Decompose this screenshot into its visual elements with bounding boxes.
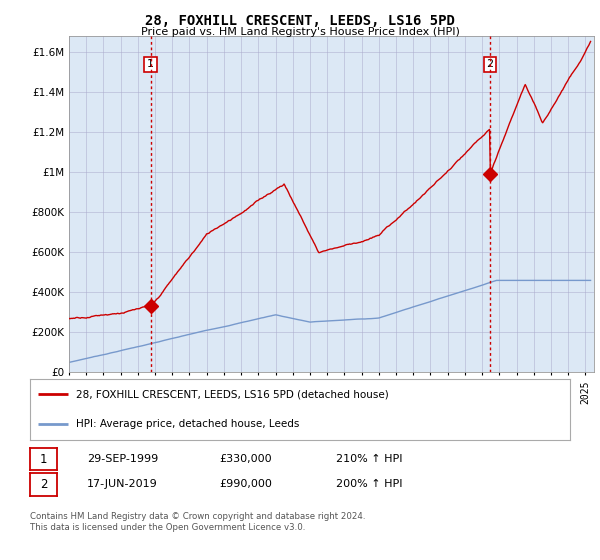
Text: HPI: Average price, detached house, Leeds: HPI: Average price, detached house, Leed… [76, 419, 299, 430]
Text: £330,000: £330,000 [219, 454, 272, 464]
Text: 210% ↑ HPI: 210% ↑ HPI [336, 454, 403, 464]
Text: 200% ↑ HPI: 200% ↑ HPI [336, 479, 403, 489]
Text: 2: 2 [487, 59, 494, 69]
Text: Contains HM Land Registry data © Crown copyright and database right 2024.
This d: Contains HM Land Registry data © Crown c… [30, 512, 365, 532]
Text: 28, FOXHILL CRESCENT, LEEDS, LS16 5PD: 28, FOXHILL CRESCENT, LEEDS, LS16 5PD [145, 14, 455, 28]
Text: 29-SEP-1999: 29-SEP-1999 [87, 454, 158, 464]
Text: £990,000: £990,000 [219, 479, 272, 489]
Text: 17-JUN-2019: 17-JUN-2019 [87, 479, 158, 489]
Text: 28, FOXHILL CRESCENT, LEEDS, LS16 5PD (detached house): 28, FOXHILL CRESCENT, LEEDS, LS16 5PD (d… [76, 389, 389, 399]
Text: 1: 1 [40, 452, 47, 466]
Text: 2: 2 [40, 478, 47, 491]
Text: 1: 1 [147, 59, 154, 69]
Text: Price paid vs. HM Land Registry's House Price Index (HPI): Price paid vs. HM Land Registry's House … [140, 27, 460, 37]
